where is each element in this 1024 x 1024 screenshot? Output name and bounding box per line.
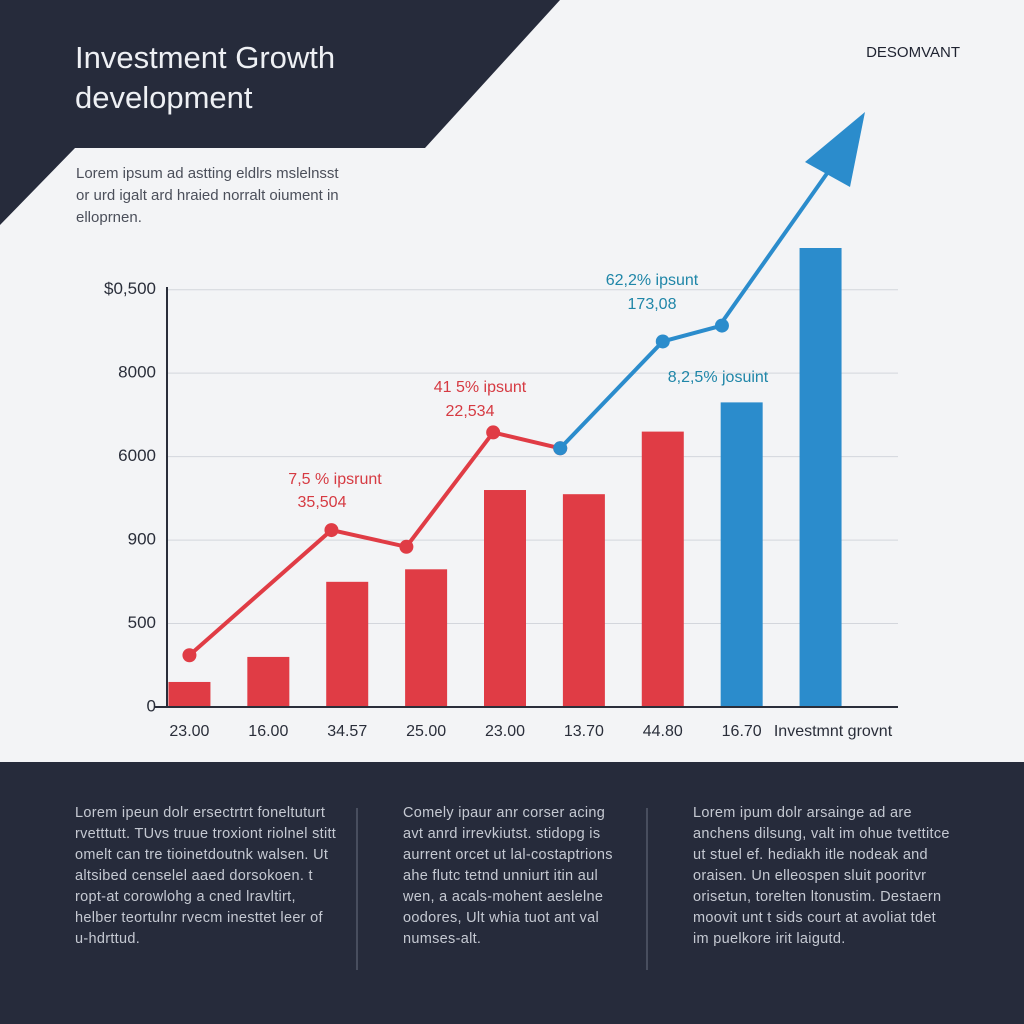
bar: [641, 431, 684, 707]
footer-column: Lorem ipeun dolr ersectrtrt foneltuturt …: [75, 805, 337, 947]
bar: [168, 681, 211, 707]
annotation: 41 5% ipsunt: [434, 379, 527, 396]
footer-column: Lorem ipum dolr arsainge ad are anchens …: [693, 805, 950, 947]
trend-point: [399, 539, 414, 554]
bar: [247, 656, 290, 707]
bar: [720, 402, 763, 707]
x-tick-label: 13.70: [564, 723, 604, 740]
footer-panel: [0, 762, 1024, 1024]
trend-point: [655, 334, 670, 349]
annotation: 35,504: [298, 494, 347, 511]
y-tick-label: 8000: [118, 363, 156, 382]
y-tick-label: $0,500: [104, 279, 156, 298]
x-tick-label: 16.00: [248, 723, 288, 740]
annotation: 22,534: [446, 403, 495, 420]
bar: [562, 494, 605, 707]
trend-point: [553, 441, 568, 456]
y-tick-label: 6000: [118, 446, 156, 465]
header-banner: [0, 0, 560, 225]
x-tick-label: 44.80: [643, 723, 683, 740]
trend-line: [558, 323, 723, 450]
bar: [405, 569, 448, 707]
title: Investment Growth development: [75, 40, 336, 115]
trend-arrow: [718, 170, 830, 327]
trend-point: [486, 425, 501, 440]
subtitle: Lorem ipsum ad astting eldlrs mslelnsst …: [76, 165, 339, 226]
bar: [484, 490, 526, 707]
y-tick-label: 900: [128, 530, 156, 549]
x-axis-label: Investmnt grovnt: [774, 723, 893, 740]
x-tick-label: 23.00: [169, 723, 209, 740]
x-tick-label: 16.70: [722, 723, 762, 740]
y-tick-label: 0: [147, 696, 156, 715]
x-tick-label: 23.00: [485, 723, 525, 740]
arrow-head: [805, 112, 865, 187]
annotation: 8,2,5% josuint: [668, 369, 769, 386]
brand: DESOMVANT: [866, 44, 960, 61]
trend-point: [182, 648, 197, 663]
footer-column: Comely ipaur anr corser acing avt anrd i…: [403, 805, 613, 947]
y-tick-label: 500: [128, 613, 156, 632]
trend-point: [324, 523, 339, 538]
annotation: 7,5 % ipsrunt: [288, 471, 382, 488]
annotation: 62,2% ipsunt: [606, 272, 699, 289]
annotation: 173,08: [628, 296, 677, 313]
bar: [326, 581, 369, 707]
x-tick-label: 25.00: [406, 723, 446, 740]
x-tick-label: 34.57: [327, 723, 367, 740]
bar: [799, 248, 842, 707]
